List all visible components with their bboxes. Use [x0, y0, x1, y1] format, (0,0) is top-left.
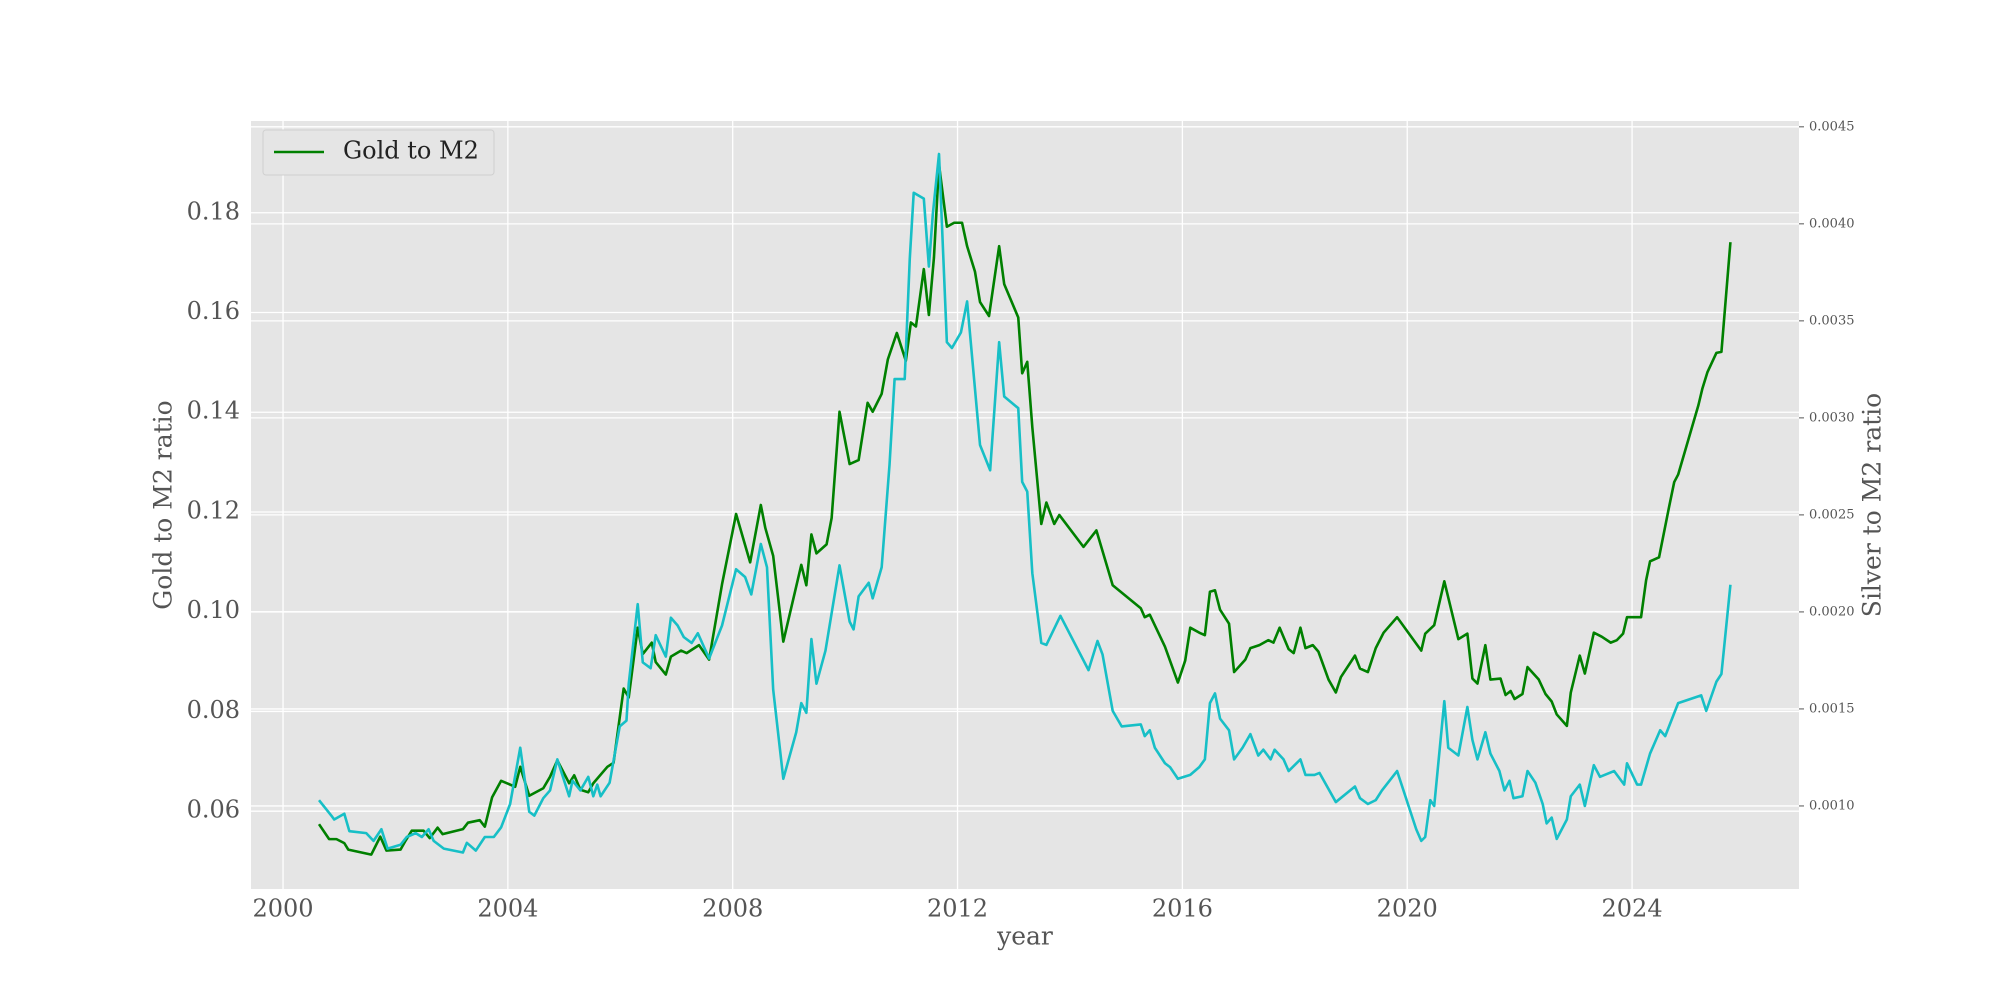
y-axis-label: Gold to M2 ratio [149, 400, 178, 609]
y-tick-label: 0.10 [187, 596, 240, 624]
y2-axis-label: Silver to M2 ratio [1858, 393, 1887, 617]
legend-frame [262, 129, 495, 176]
y2-tick-label: 0.0015 [1809, 701, 1855, 716]
x-axis-label: year [996, 922, 1053, 951]
y-tick-label: 0.12 [187, 496, 240, 524]
y2-tick-label: 0.0010 [1809, 798, 1855, 813]
series-line [317, 152, 1732, 854]
x-tick-label: 2000 [253, 895, 314, 923]
y-tick-label: 0.18 [187, 197, 240, 225]
y-tick-label: 0.06 [187, 796, 240, 824]
y2-tick-label: 0.0025 [1809, 507, 1855, 522]
x-tick-label: 2012 [927, 895, 988, 923]
y2-tick-label: 0.0045 [1809, 119, 1855, 134]
x-tick-label: 2016 [1152, 895, 1213, 923]
x-tick-label: 2004 [477, 895, 538, 923]
labels: 2000 2004 2008 2012 2016 2020 2024 0.06 0.08 0.10… [187, 119, 1855, 922]
legend-label: Gold to M2 [343, 137, 479, 165]
y2-tick-label: 0.0030 [1809, 410, 1855, 425]
legend: Gold to M2 [262, 129, 495, 176]
x-tick-label: 2008 [702, 895, 763, 923]
y2-tick-label: 0.0020 [1809, 604, 1855, 619]
x-tick-label: 2020 [1377, 895, 1438, 923]
x-tick-label: 2024 [1602, 895, 1663, 923]
y2-tick-label: 0.0035 [1809, 313, 1855, 328]
lines [317, 152, 1732, 856]
plot-area [251, 121, 1799, 889]
grid [251, 121, 1799, 889]
y-tick-label: 0.16 [187, 297, 240, 325]
y-tick-label: 0.08 [187, 696, 240, 724]
series-line [317, 163, 1732, 856]
y2-tick-label: 0.0040 [1809, 216, 1855, 231]
y-tick-label: 0.14 [187, 397, 240, 425]
